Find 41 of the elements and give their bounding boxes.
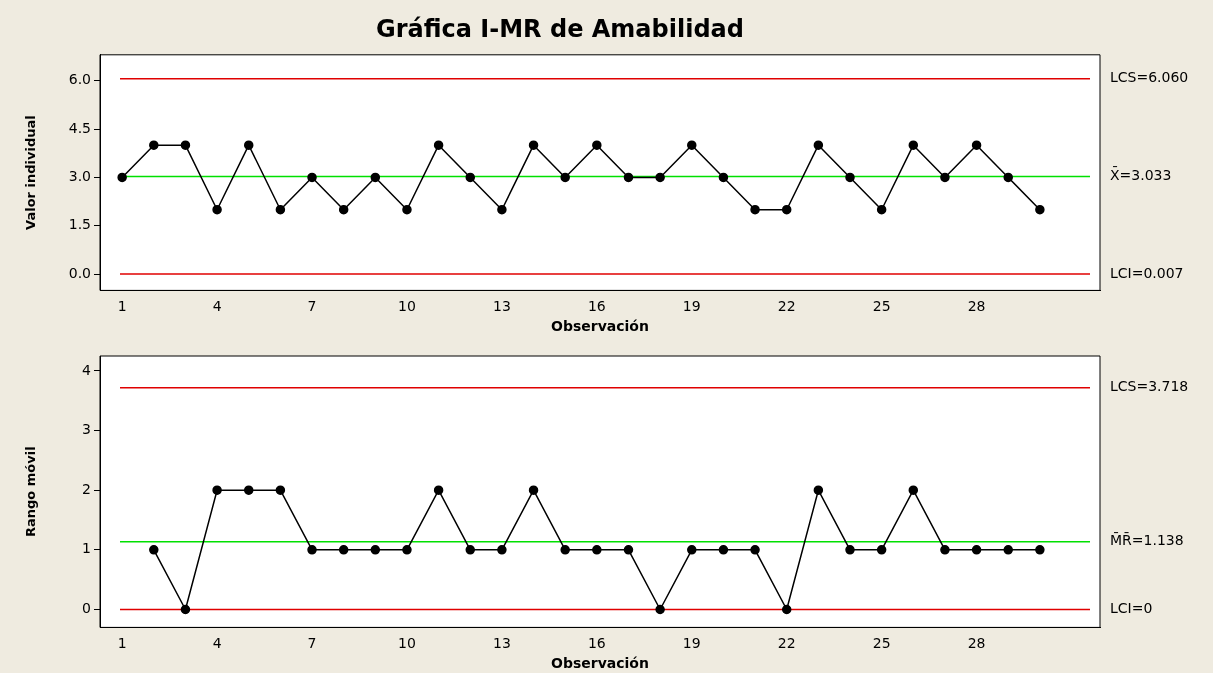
x-tick-label: 7 <box>307 298 317 315</box>
y-tick-label: 3.0 <box>68 168 91 185</box>
x-tick-label: 4 <box>212 635 222 652</box>
x-tick-label: 16 <box>587 635 606 652</box>
ref-line-label: LCS=3.718 <box>1110 378 1189 395</box>
y-tick-label: 3 <box>82 421 91 438</box>
x-tick-label: 13 <box>492 298 511 315</box>
y-tick-label: 0.0 <box>68 264 91 281</box>
x-tick-label: 25 <box>872 635 891 652</box>
x-tick-label: 4 <box>212 298 222 315</box>
x-tick-label: 19 <box>682 635 701 652</box>
x-tick-label: 25 <box>872 298 891 315</box>
y-axis-title: Rango móvil <box>23 446 39 538</box>
x-axis-title: Observación <box>551 318 649 335</box>
x-tick-label: 28 <box>967 635 986 652</box>
ref-line-label: LCI=0 <box>1110 600 1153 617</box>
x-tick-label: 28 <box>967 298 986 315</box>
x-tick-label: 16 <box>587 298 606 315</box>
y-tick-label: 1 <box>82 540 91 557</box>
x-tick-label: 22 <box>777 298 796 315</box>
chart-title: Gráfica I-MR de Amabilidad <box>376 14 744 43</box>
x-tick-label: 1 <box>117 635 127 652</box>
x-tick-label: 13 <box>492 635 511 652</box>
ref-line-label: LCI=0.007 <box>1110 264 1184 281</box>
x-tick-label: 10 <box>398 298 416 315</box>
y-tick-label: 2 <box>82 480 91 497</box>
y-axis-title: Valor individual <box>23 115 39 230</box>
ref-line-label: M̄R̄=1.138 <box>1110 531 1184 549</box>
ref-line-label: X̄=3.033 <box>1110 166 1172 184</box>
y-tick-label: 6.0 <box>68 71 91 88</box>
x-axis-title: Observación <box>551 655 649 672</box>
x-tick-label: 19 <box>682 298 701 315</box>
y-tick-label: 4.5 <box>68 119 91 136</box>
y-tick-label: 1.5 <box>68 216 91 233</box>
x-tick-label: 1 <box>117 298 127 315</box>
x-tick-label: 10 <box>398 635 416 652</box>
x-tick-label: 22 <box>777 635 796 652</box>
ref-line-label: LCS=6.060 <box>1110 69 1189 86</box>
y-tick-label: 4 <box>82 361 92 378</box>
x-tick-label: 7 <box>307 635 317 652</box>
y-tick-label: 0 <box>82 600 91 617</box>
